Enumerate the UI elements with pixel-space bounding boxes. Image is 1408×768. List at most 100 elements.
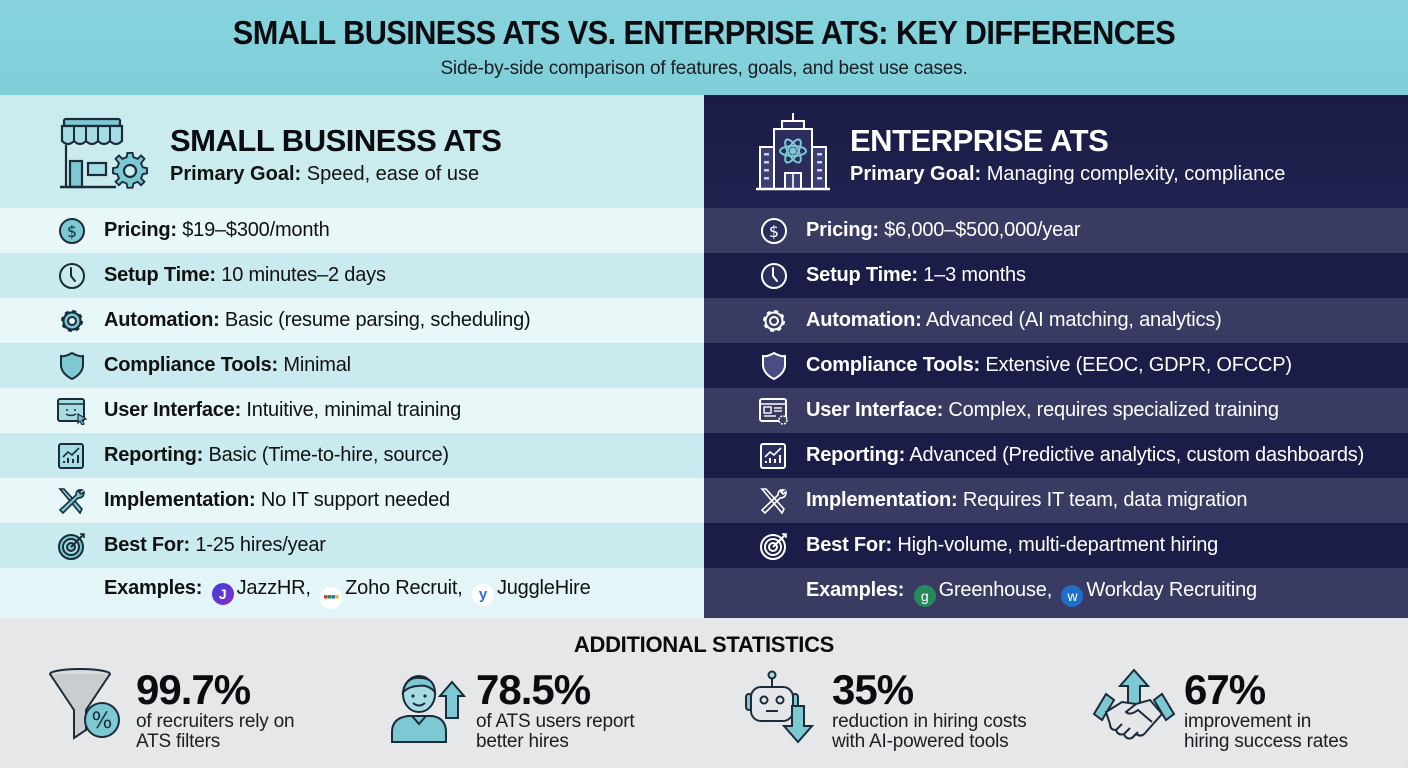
dollar-icon: $ xyxy=(761,218,787,244)
stat-description: improvement in hiring success rates xyxy=(1184,712,1348,752)
examples-label: Examples: xyxy=(104,577,203,599)
target-icon xyxy=(760,533,787,560)
stat-description: of ATS users report better hires xyxy=(476,711,635,752)
example-jazzhr[interactable]: JazzHR xyxy=(236,577,306,599)
row-best-for: Best For: High-volume, multi-department … xyxy=(704,523,1408,568)
example-greenhouse[interactable]: Greenhouse xyxy=(938,579,1047,601)
row-value: High-volume, multi-department hiring xyxy=(897,534,1219,556)
stat-line: improvement in xyxy=(1184,711,1312,732)
row-automation: Automation: Advanced (AI matching, analy… xyxy=(704,298,1408,343)
jazzhr-logo-icon: J xyxy=(211,583,234,605)
row-label: Compliance Tools: xyxy=(806,354,981,376)
browser-smile-cursor-icon xyxy=(57,398,88,425)
row-value: Complex, requires specialized training xyxy=(948,399,1279,421)
row-value: Requires IT team, data migration xyxy=(962,489,1248,511)
person-arrow-up-icon xyxy=(391,675,467,743)
separator: , xyxy=(457,577,463,599)
zoho-logo-icon: ■■■■ xyxy=(320,587,343,609)
row-label: Compliance Tools: xyxy=(104,354,279,376)
goal-label: Primary Goal: xyxy=(170,163,302,185)
gear-icon xyxy=(61,310,83,332)
row-label: Reporting: xyxy=(806,444,906,466)
gear-icon xyxy=(763,310,785,332)
row-setup-time: Setup Time: 1–3 months xyxy=(704,253,1408,298)
page-title: SMALL BUSINESS ATS VS. ENTERPRISE ATS: K… xyxy=(232,14,1176,51)
target-icon xyxy=(58,533,85,560)
small-business-panel: SMALL BUSINESS ATS Primary Goal: Speed, … xyxy=(0,95,704,618)
row-label: Setup Time: xyxy=(104,264,216,286)
example-jugglehire[interactable]: JuggleHire xyxy=(496,577,591,599)
robot-arrow-down-icon xyxy=(745,670,815,744)
examples-label: Examples: xyxy=(806,579,905,601)
enterprise-rows: $ Pricing: $6,000–$500,000/year Setup Ti… xyxy=(704,208,1408,618)
row-implementation: Implementation: Requires IT team, data m… xyxy=(704,478,1408,523)
stat-item: % 99.7% of recruiters rely on ATS filter… xyxy=(48,666,348,766)
row-value: $6,000–$500,000/year xyxy=(884,219,1081,241)
separator: , xyxy=(1046,579,1053,601)
stat-value: 67% xyxy=(1184,666,1266,713)
shield-icon xyxy=(60,352,84,380)
stat-line: with AI-powered tools xyxy=(832,731,1009,752)
row-compliance: Compliance Tools: Extensive (EEOC, GDPR,… xyxy=(704,343,1408,388)
row-reporting: Reporting: Basic (Time-to-hire, source) xyxy=(0,433,704,478)
dollar-icon: $ xyxy=(59,218,85,244)
svg-text:$: $ xyxy=(67,222,77,241)
stat-line: better hires xyxy=(476,731,569,752)
row-label: User Interface: xyxy=(104,399,242,421)
workday-logo-icon: w xyxy=(1061,585,1084,607)
stat-item: 67% improvement in hiring success rates xyxy=(1092,666,1392,766)
enterprise-title: ENTERPRISE ATS xyxy=(850,123,1109,158)
row-label: Setup Time: xyxy=(806,264,918,286)
row-label: Pricing: xyxy=(806,219,879,241)
additional-statistics: ADDITIONAL STATISTICS % 99.7% of recruit… xyxy=(0,618,1408,768)
stat-line: ATS filters xyxy=(136,731,221,752)
stat-line: hiring success rates xyxy=(1184,731,1348,752)
stat-item: 78.5% of ATS users report better hires xyxy=(388,666,688,766)
stat-value: 35% xyxy=(832,666,914,713)
shield-icon xyxy=(762,352,786,380)
row-automation: Automation: Basic (resume parsing, sched… xyxy=(0,298,704,343)
small-business-goal: Primary Goal: Speed, ease of use xyxy=(170,163,479,186)
row-value: 1–3 months xyxy=(923,264,1026,286)
stat-item: 35% reduction in hiring costs with AI-po… xyxy=(742,666,1062,766)
page-subtitle: Side-by-side comparison of features, goa… xyxy=(440,58,968,79)
row-value: Basic (resume parsing, scheduling) xyxy=(224,309,531,331)
row-pricing: $ Pricing: $6,000–$500,000/year xyxy=(704,208,1408,253)
example-zoho-recruit[interactable]: Zoho Recruit xyxy=(345,577,458,599)
enterprise-goal: Primary Goal: Managing complexity, compl… xyxy=(850,163,1285,186)
stat-description: reduction in hiring costs with AI-powere… xyxy=(832,712,1027,752)
row-implementation: Implementation: No IT support needed xyxy=(0,478,704,523)
row-value: $19–$300/month xyxy=(182,219,330,241)
svg-text:%: % xyxy=(92,709,113,734)
row-value: 10 minutes–2 days xyxy=(221,264,386,286)
stat-value: 99.7% xyxy=(136,666,251,713)
tools-icon xyxy=(58,488,85,515)
row-value: Advanced (Predictive analytics, custom d… xyxy=(909,444,1365,466)
stat-line: of ATS users report xyxy=(476,711,635,732)
row-value: Basic (Time-to-hire, source) xyxy=(208,444,449,466)
clock-icon xyxy=(761,263,787,289)
row-examples: Examples: g Greenhouse, w Workday Recruiti… xyxy=(704,568,1408,618)
header-banner: SMALL BUSINESS ATS VS. ENTERPRISE ATS: K… xyxy=(0,0,1408,95)
enterprise-header: ENTERPRISE ATS Primary Goal: Managing co… xyxy=(704,95,1408,208)
example-workday-recruiting[interactable]: Workday Recruiting xyxy=(1086,579,1257,601)
row-value: Minimal xyxy=(283,354,351,376)
stats-title: ADDITIONAL STATISTICS xyxy=(573,632,835,657)
row-label: Implementation: xyxy=(806,489,958,511)
row-best-for: Best For: 1-25 hires/year xyxy=(0,523,704,568)
row-value: No IT support needed xyxy=(260,489,450,511)
row-value: Extensive (EEOC, GDPR, OFCCP) xyxy=(985,354,1292,376)
storefront-gear-icon xyxy=(60,117,148,189)
jugglehire-logo-icon: у xyxy=(471,584,494,606)
small-business-rows: $ Pricing: $19–$300/month Setup Time: 10… xyxy=(0,208,704,618)
row-user-interface: User Interface: Intuitive, minimal train… xyxy=(0,388,704,433)
row-label: Automation: xyxy=(806,309,922,331)
stat-value: 78.5% xyxy=(476,666,591,713)
row-value: Intuitive, minimal training xyxy=(246,399,462,421)
stat-description: of recruiters rely on ATS filters xyxy=(136,712,295,752)
clock-icon xyxy=(59,263,85,289)
row-value: 1-25 hires/year xyxy=(195,534,326,556)
row-label: Reporting: xyxy=(104,444,204,466)
row-pricing: $ Pricing: $19–$300/month xyxy=(0,208,704,253)
chart-icon xyxy=(760,443,786,469)
